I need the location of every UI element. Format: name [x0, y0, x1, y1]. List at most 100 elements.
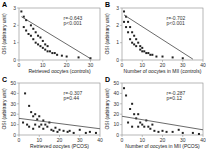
- scatter-point: [28, 126, 30, 128]
- y-tick-label: 0: [116, 132, 119, 138]
- trend-line: [19, 118, 100, 128]
- scatter-point: [37, 35, 39, 37]
- scatter-point: [34, 124, 36, 126]
- x-axis-label: Retrieved oocytes (PCOS): [30, 143, 89, 149]
- y-tick-label: 0: [13, 57, 16, 63]
- scatter-point: [89, 131, 91, 133]
- y-axis-label: OSI (arbitrary unit): [104, 13, 110, 54]
- scatter-point: [135, 45, 137, 47]
- y-tick: [17, 42, 19, 43]
- scatter-point: [137, 126, 139, 128]
- scatter-point: [95, 132, 97, 134]
- scatter-point: [192, 132, 194, 134]
- y-tick-label: 40: [113, 90, 119, 96]
- y-tick-label: 30: [113, 101, 119, 107]
- y-tick-label: 3: [13, 5, 16, 11]
- scatter-point: [67, 131, 69, 133]
- scatter-point: [49, 50, 51, 52]
- scatter-point: [61, 55, 63, 57]
- trend-line: [124, 15, 193, 59]
- scatter-point: [32, 38, 34, 40]
- y-tick: [17, 114, 19, 115]
- y-tick-label: 0: [13, 132, 16, 138]
- scatter-point: [125, 26, 127, 28]
- y-tick: [120, 42, 122, 43]
- scatter-point: [141, 50, 143, 52]
- y-tick-label: 10: [113, 121, 119, 127]
- scatter-point: [149, 54, 151, 56]
- annotation: p=0.12: [167, 95, 183, 101]
- scatter-point: [47, 50, 49, 52]
- plot-frame: [122, 8, 203, 60]
- plot-frame: [122, 83, 203, 135]
- y-tick: [17, 103, 19, 104]
- scatter-point: [47, 45, 49, 47]
- scatter-point: [78, 56, 80, 58]
- marks: [123, 10, 193, 59]
- scatter-point: [153, 130, 155, 132]
- y-tick: [17, 83, 19, 84]
- y-tick-label: 50: [10, 80, 16, 86]
- scatter-point: [123, 87, 125, 89]
- x-tick-label: 30: [88, 62, 94, 68]
- scatter-point: [182, 57, 184, 59]
- scatter-point: [129, 38, 131, 40]
- marks: [122, 87, 203, 135]
- scatter-point: [141, 124, 143, 126]
- x-tick-label: 30: [180, 137, 186, 143]
- y-tick: [17, 8, 19, 9]
- scatter-point: [162, 56, 164, 58]
- annotation: p=0.44: [64, 95, 80, 101]
- scatter-point: [34, 113, 36, 115]
- x-axis-label: Retrieved oocytes (controls): [28, 68, 91, 74]
- scatter-point: [25, 30, 27, 32]
- scatter-point: [23, 26, 25, 28]
- scatter-point: [147, 126, 149, 128]
- trend-line: [21, 17, 90, 59]
- scatter-point: [69, 130, 71, 132]
- scatter-point: [38, 115, 40, 117]
- x-tick-label: 20: [64, 62, 70, 68]
- scatter-point: [26, 124, 28, 126]
- x-tick-label: 40: [200, 62, 206, 68]
- scatter-point: [143, 50, 145, 52]
- scatter-point: [54, 127, 56, 129]
- scatter-point: [131, 31, 133, 33]
- scatter-point: [24, 92, 26, 94]
- scatter-point: [50, 129, 52, 131]
- scatter-point: [30, 24, 32, 26]
- scatter-point: [127, 31, 129, 33]
- scatter-point: [63, 130, 65, 132]
- x-tick-label: 0: [121, 137, 124, 143]
- scatter-point: [157, 131, 159, 133]
- scatter-point: [44, 43, 46, 45]
- scatter-point: [39, 45, 41, 47]
- y-tick-label: 3: [116, 5, 119, 11]
- scatter-point: [139, 122, 141, 124]
- scatter-point: [139, 45, 141, 47]
- scatter-point: [123, 10, 125, 12]
- scatter-point: [38, 126, 40, 128]
- x-tick-label: 30: [77, 137, 83, 143]
- y-tick: [120, 103, 122, 104]
- x-tick-label: 10: [40, 62, 46, 68]
- scatter-point: [133, 113, 135, 115]
- scatter-point: [56, 131, 58, 133]
- x-tick-label: 40: [97, 137, 103, 143]
- scatter-point: [42, 47, 44, 49]
- x-tick-label: 0: [18, 137, 21, 143]
- scatter-point: [151, 124, 153, 126]
- plot-frame: [19, 83, 100, 135]
- scatter-point: [73, 132, 75, 134]
- scatter-point: [166, 131, 168, 133]
- x-tick-label: 10: [139, 137, 145, 143]
- scatter-point: [66, 56, 68, 58]
- scatter-point: [139, 49, 141, 51]
- y-tick-label: 30: [10, 101, 16, 107]
- y-tick: [17, 93, 19, 94]
- figure: 01020300123Retrieved oocytes (controls)O…: [0, 0, 206, 150]
- x-tick-label: 20: [57, 137, 63, 143]
- scatter-point: [129, 108, 131, 110]
- scatter-point: [85, 132, 87, 134]
- scatter-point: [147, 52, 149, 54]
